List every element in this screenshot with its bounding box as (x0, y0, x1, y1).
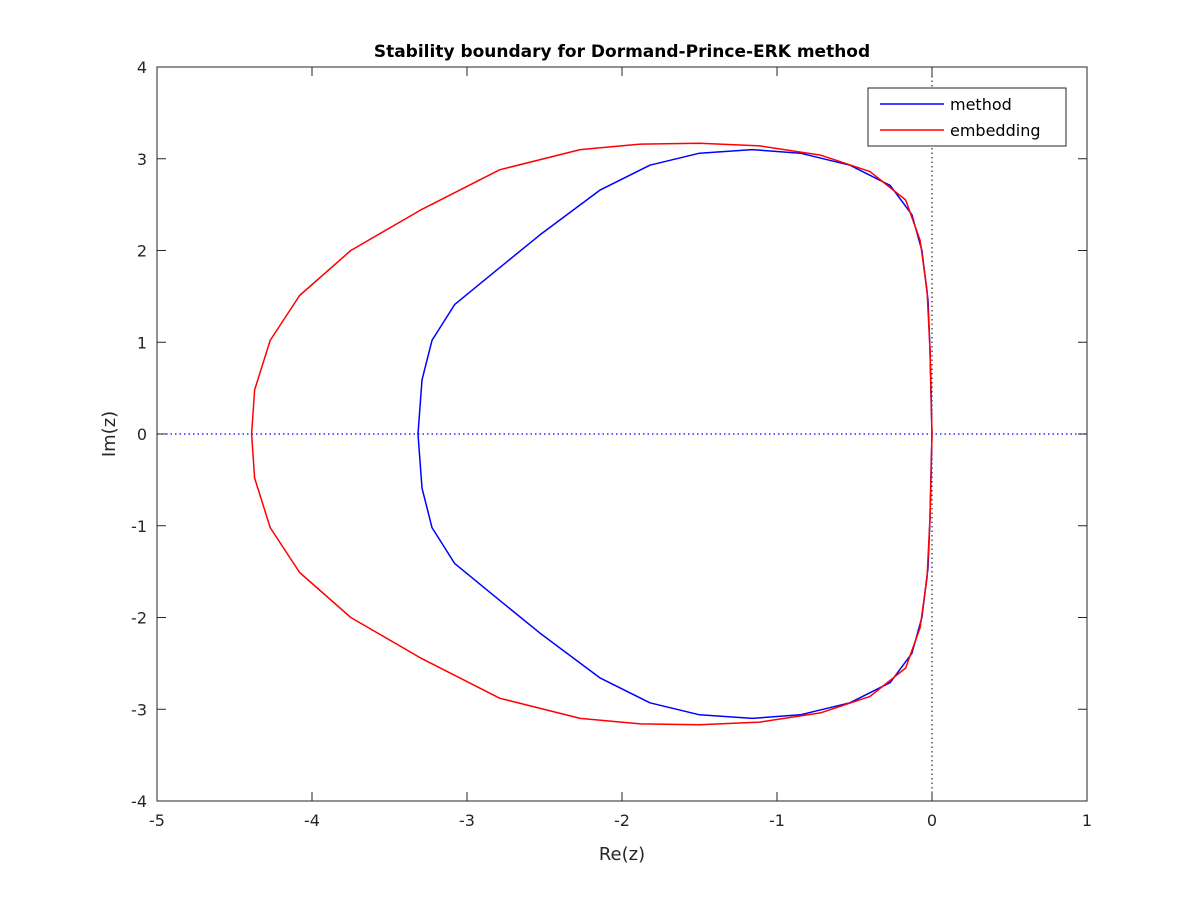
legend-label-method: method (950, 95, 1012, 114)
x-tick-label: 1 (1082, 811, 1092, 830)
y-tick-label: 4 (137, 58, 147, 77)
y-tick-label: -1 (131, 517, 147, 536)
y-tick-label: -3 (131, 700, 147, 719)
y-tick-label: 0 (137, 425, 147, 444)
chart-title: Stability boundary for Dormand-Prince-ER… (374, 42, 870, 62)
x-tick-label: -2 (614, 811, 630, 830)
x-tick-label: -3 (459, 811, 475, 830)
series-line-method (417, 148, 933, 720)
x-tick-label: -5 (149, 811, 165, 830)
x-tick-label: 0 (927, 811, 937, 830)
x-tick-label: -4 (304, 811, 320, 830)
legend: method embedding (867, 87, 1067, 147)
series-line-embedding (250, 142, 933, 726)
y-axis-label: Im(z) (99, 411, 120, 457)
y-tick-label: 2 (137, 242, 147, 261)
x-tick-label: -1 (769, 811, 785, 830)
x-axis-label: Re(z) (599, 844, 645, 865)
y-tick-label: -2 (131, 609, 147, 628)
legend-label-embedding: embedding (950, 121, 1040, 140)
legend-box (867, 87, 1067, 147)
y-tick-label: 1 (137, 333, 147, 352)
y-tick-label: -4 (131, 792, 147, 811)
y-tick-label: 3 (137, 150, 147, 169)
